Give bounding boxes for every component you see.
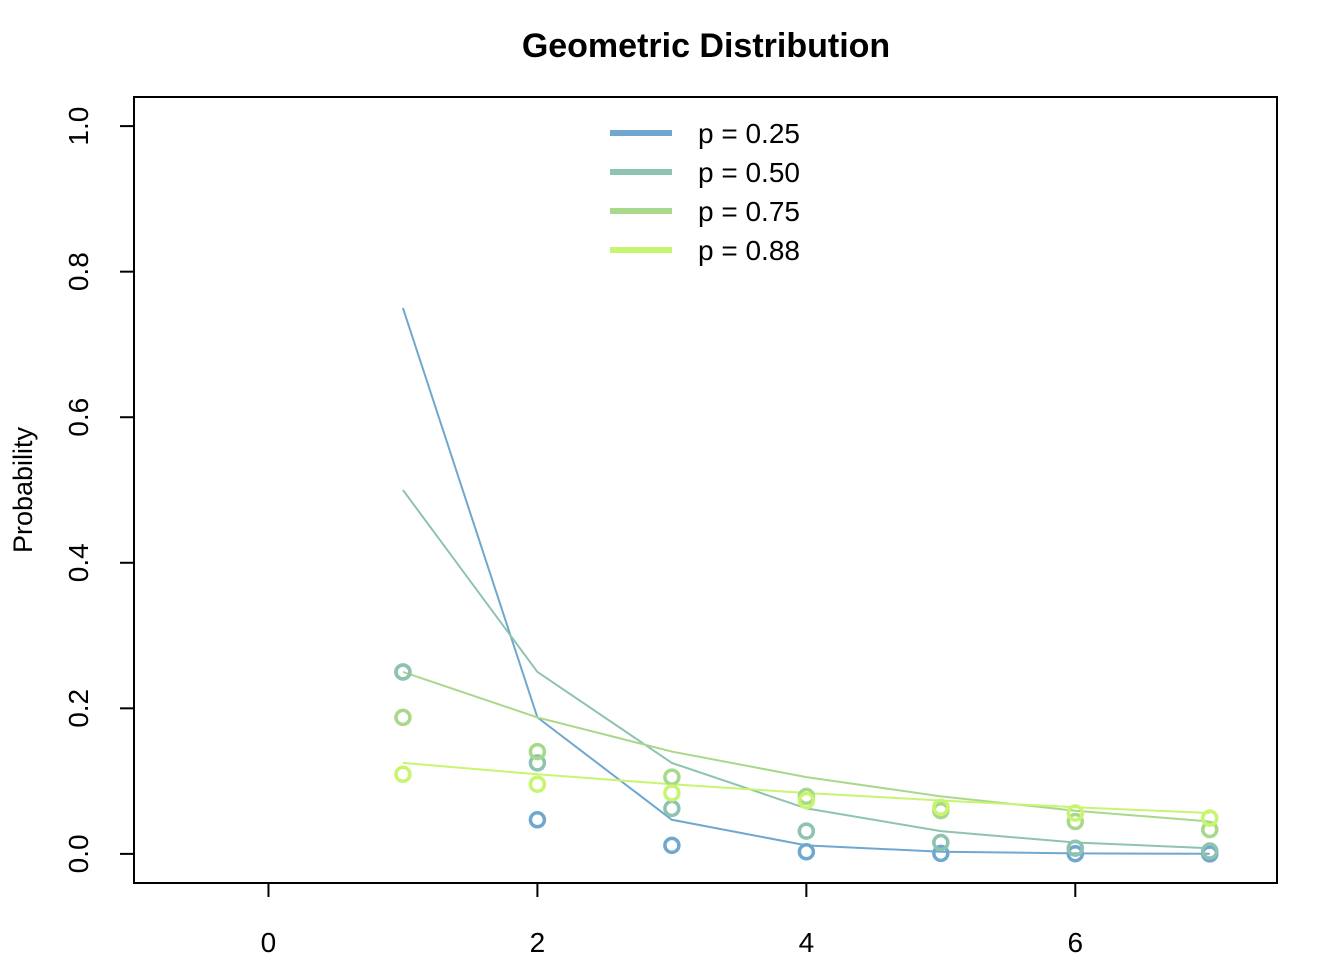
y-axis-label: Probability xyxy=(8,426,38,553)
series-1-point xyxy=(1066,844,1085,863)
x-tick-label: 0 xyxy=(261,927,277,958)
series-3-point xyxy=(528,742,547,761)
y-tick-label: 0.0 xyxy=(63,834,94,873)
y-tick-label: 0.2 xyxy=(63,689,94,728)
y-tick-label: 1.0 xyxy=(63,107,94,146)
x-axis: 0 2 4 6 xyxy=(261,882,1084,958)
x-tick-label: 6 xyxy=(1068,927,1084,958)
x-tick-label: 2 xyxy=(530,927,546,958)
legend-label-1: p = 0.25 xyxy=(698,118,800,149)
series-points xyxy=(394,663,1219,863)
series-2-point xyxy=(797,822,816,840)
series-2-point xyxy=(1066,839,1085,857)
legend-label-2: p = 0.50 xyxy=(698,157,800,188)
legend-label-3: p = 0.75 xyxy=(698,196,800,227)
series-3-point xyxy=(663,768,681,786)
chart-title: Geometric Distribution xyxy=(522,27,890,65)
series-2-point xyxy=(1201,842,1219,860)
series-4-point xyxy=(797,791,816,810)
series-4-point xyxy=(394,765,412,784)
series-1-point xyxy=(932,844,950,863)
series-1-point xyxy=(528,811,547,829)
y-tick-label: 0.4 xyxy=(63,543,94,582)
series-3-point xyxy=(1066,812,1085,831)
series-2-point xyxy=(528,754,547,772)
legend: p = 0.25 p = 0.50 p = 0.75 p = 0.88 xyxy=(610,118,800,266)
y-axis: 0.0 0.2 0.4 0.6 0.8 1.0 xyxy=(63,107,135,873)
series-4-point xyxy=(663,784,681,802)
series-3-point xyxy=(394,708,412,727)
series-2-point xyxy=(932,833,950,852)
series-3-point xyxy=(1201,820,1219,839)
legend-label-4: p = 0.88 xyxy=(698,235,800,266)
series-4-point xyxy=(932,798,950,816)
series-2-point xyxy=(663,799,681,818)
x-tick-label: 4 xyxy=(799,927,815,958)
y-tick-label: 0.8 xyxy=(63,252,94,291)
series-4-point xyxy=(1066,804,1085,822)
series-line-3 xyxy=(402,670,1210,823)
series-1-point xyxy=(797,843,816,861)
series-4-point xyxy=(1201,809,1219,827)
series-lines xyxy=(401,307,1210,855)
y-tick-label: 0.6 xyxy=(63,398,94,437)
series-line-1 xyxy=(401,307,1210,855)
series-2-point xyxy=(394,663,412,681)
series-4-point xyxy=(528,775,547,793)
series-1-point xyxy=(663,836,681,855)
